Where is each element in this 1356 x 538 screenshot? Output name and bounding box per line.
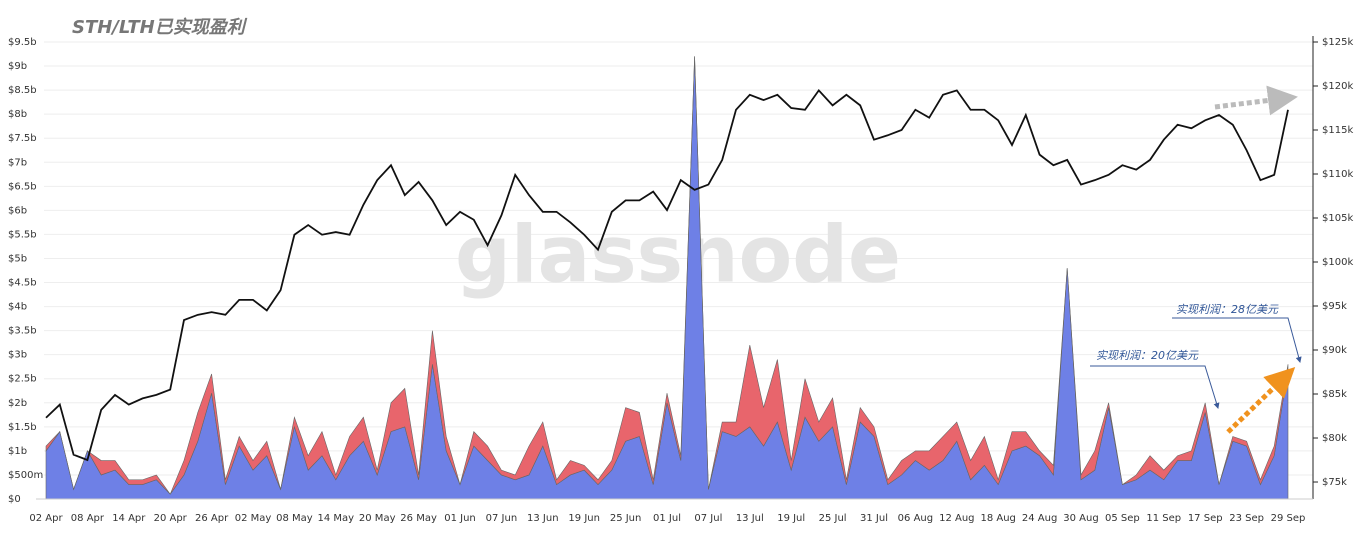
x-tick-label: 02 May [235,513,272,524]
watermark: glassnode [455,210,901,300]
y2-tick-label: $85k [1322,389,1347,400]
x-tick-label: 13 Jul [736,513,764,524]
x-tick-label: 06 Aug [898,513,933,524]
y2-tick-label: $110k [1322,169,1353,180]
y-tick-label: $2b [8,398,27,409]
y-tick-label: $4.5b [8,278,37,289]
y-tick-label: $500m [8,470,43,481]
y-tick-label: $7.5b [8,133,37,144]
x-tick-label: 17 Sep [1188,513,1223,524]
x-tick-label: 20 Apr [154,513,188,524]
x-tick-label: 24 Aug [1022,513,1057,524]
x-tick-label: 12 Aug [939,513,974,524]
chart-title: STH/LTH已实现盈利 [72,17,248,38]
y2-tick-label: $100k [1322,257,1353,268]
x-tick-label: 14 May [318,513,355,524]
y-tick-label: $3.5b [8,326,37,337]
x-tick-label: 29 Sep [1271,513,1306,524]
x-tick-label: 13 Jun [527,513,559,524]
x-tick-label: 08 Apr [71,513,105,524]
x-tick-label: 25 Jun [610,513,642,524]
y-tick-label: $3b [8,350,27,361]
trend-arrow [1226,367,1296,434]
y-tick-label: $5b [8,253,27,264]
y2-tick-label: $115k [1322,125,1353,136]
x-tick-label: 30 Aug [1063,513,1098,524]
annotation: 实现利润：28亿美元 [1176,303,1279,316]
y2-tick-label: $80k [1322,433,1347,444]
y2-tick-label: $95k [1322,301,1347,312]
y2-tick-label: $75k [1322,477,1347,488]
y2-tick-label: $90k [1322,345,1347,356]
y-tick-label: $8b [8,109,27,120]
y-tick-label: $9.5b [8,37,37,48]
y-tick-label: $1b [8,446,27,457]
x-tick-label: 01 Jul [653,513,681,524]
y-tick-label: $0 [8,494,21,505]
price-line [45,88,1289,462]
x-tick-label: 26 May [400,513,437,524]
y-tick-label: $6.5b [8,181,37,192]
annotation: 实现利润：20亿美元 [1096,349,1199,362]
x-tick-label: 20 May [359,513,396,524]
x-tick-label: 31 Jul [860,513,888,524]
x-tick-label: 07 Jun [486,513,518,524]
x-tick-label: 08 May [276,513,313,524]
y-tick-label: $5.5b [8,229,37,240]
x-tick-label: 19 Jun [568,513,600,524]
y-tick-label: $7b [8,157,27,168]
x-tick-label: 02 Apr [29,513,63,524]
y-tick-label: $2.5b [8,374,37,385]
trend-arrow [1214,85,1298,116]
annotation-leader [1090,365,1220,409]
y2-tick-label: $125k [1322,37,1353,48]
y-tick-label: $8.5b [8,85,37,96]
y2-tick-label: $105k [1322,213,1353,224]
x-tick-label: 01 Jun [444,513,476,524]
y-tick-label: $9b [8,61,27,72]
x-tick-label: 23 Sep [1229,513,1264,524]
x-tick-label: 07 Jul [694,513,722,524]
x-tick-label: 19 Jul [777,513,805,524]
y-tick-label: $1.5b [8,422,37,433]
x-tick-label: 25 Jul [819,513,847,524]
x-tick-label: 14 Apr [112,513,146,524]
y-tick-label: $6b [8,205,27,216]
x-tick-label: 05 Sep [1105,513,1140,524]
x-tick-label: 26 Apr [195,513,229,524]
annotation-leader [1172,317,1302,363]
x-tick-label: 11 Sep [1146,513,1181,524]
y-tick-label: $4b [8,302,27,313]
x-tick-label: 18 Aug [980,513,1015,524]
y2-tick-label: $120k [1322,81,1353,92]
